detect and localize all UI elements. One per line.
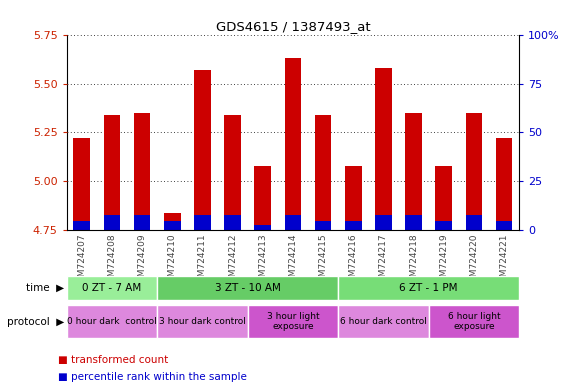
Text: 6 hour dark control: 6 hour dark control — [340, 317, 427, 326]
Bar — [157, 276, 338, 300]
Bar — [224, 215, 241, 230]
Bar — [134, 215, 150, 230]
Bar — [338, 305, 429, 338]
Bar — [224, 115, 241, 230]
Bar — [248, 305, 338, 338]
Bar — [436, 166, 452, 230]
Bar — [405, 215, 422, 230]
Bar — [315, 220, 331, 230]
Bar — [194, 215, 211, 230]
Text: 0 hour dark  control: 0 hour dark control — [67, 317, 157, 326]
Bar — [405, 113, 422, 230]
Bar — [74, 138, 90, 230]
Text: protocol  ▶: protocol ▶ — [6, 316, 64, 327]
Bar — [255, 225, 271, 230]
Bar — [194, 215, 211, 230]
Text: 3 hour light
exposure: 3 hour light exposure — [267, 312, 319, 331]
Bar — [134, 215, 150, 230]
Bar — [436, 220, 452, 230]
Bar — [466, 215, 482, 230]
Text: 6 hour light
exposure: 6 hour light exposure — [448, 312, 500, 331]
Bar — [345, 220, 361, 230]
Bar — [67, 276, 157, 300]
Bar — [104, 215, 120, 230]
Text: 0 ZT - 7 AM: 0 ZT - 7 AM — [82, 283, 142, 293]
Bar — [104, 215, 120, 230]
Text: time  ▶: time ▶ — [26, 283, 64, 293]
Bar — [285, 58, 301, 230]
Bar — [436, 220, 452, 230]
Bar — [466, 113, 482, 230]
Text: 3 ZT - 10 AM: 3 ZT - 10 AM — [215, 283, 281, 293]
Bar — [255, 166, 271, 230]
Bar — [134, 113, 150, 230]
Bar — [164, 213, 180, 230]
Bar — [375, 215, 392, 230]
Bar — [315, 115, 331, 230]
Bar — [255, 225, 271, 230]
Bar — [429, 305, 519, 338]
Title: GDS4615 / 1387493_at: GDS4615 / 1387493_at — [216, 20, 370, 33]
Bar — [405, 215, 422, 230]
Text: ■ percentile rank within the sample: ■ percentile rank within the sample — [58, 372, 247, 382]
Bar — [496, 138, 512, 230]
Bar — [375, 68, 392, 230]
Bar — [345, 166, 361, 230]
Bar — [157, 305, 248, 338]
Bar — [74, 220, 90, 230]
Bar — [375, 215, 392, 230]
Bar — [285, 215, 301, 230]
Bar — [74, 220, 90, 230]
Bar — [496, 220, 512, 230]
Bar — [67, 305, 157, 338]
Bar — [194, 70, 211, 230]
Bar — [285, 215, 301, 230]
Text: 6 ZT - 1 PM: 6 ZT - 1 PM — [400, 283, 458, 293]
Bar — [224, 215, 241, 230]
Text: 3 hour dark control: 3 hour dark control — [159, 317, 246, 326]
Bar — [338, 276, 519, 300]
Bar — [104, 115, 120, 230]
Bar — [164, 220, 180, 230]
Bar — [496, 220, 512, 230]
Bar — [466, 215, 482, 230]
Bar — [164, 220, 180, 230]
Bar — [315, 220, 331, 230]
Bar — [345, 220, 361, 230]
Text: ■ transformed count: ■ transformed count — [58, 355, 168, 365]
